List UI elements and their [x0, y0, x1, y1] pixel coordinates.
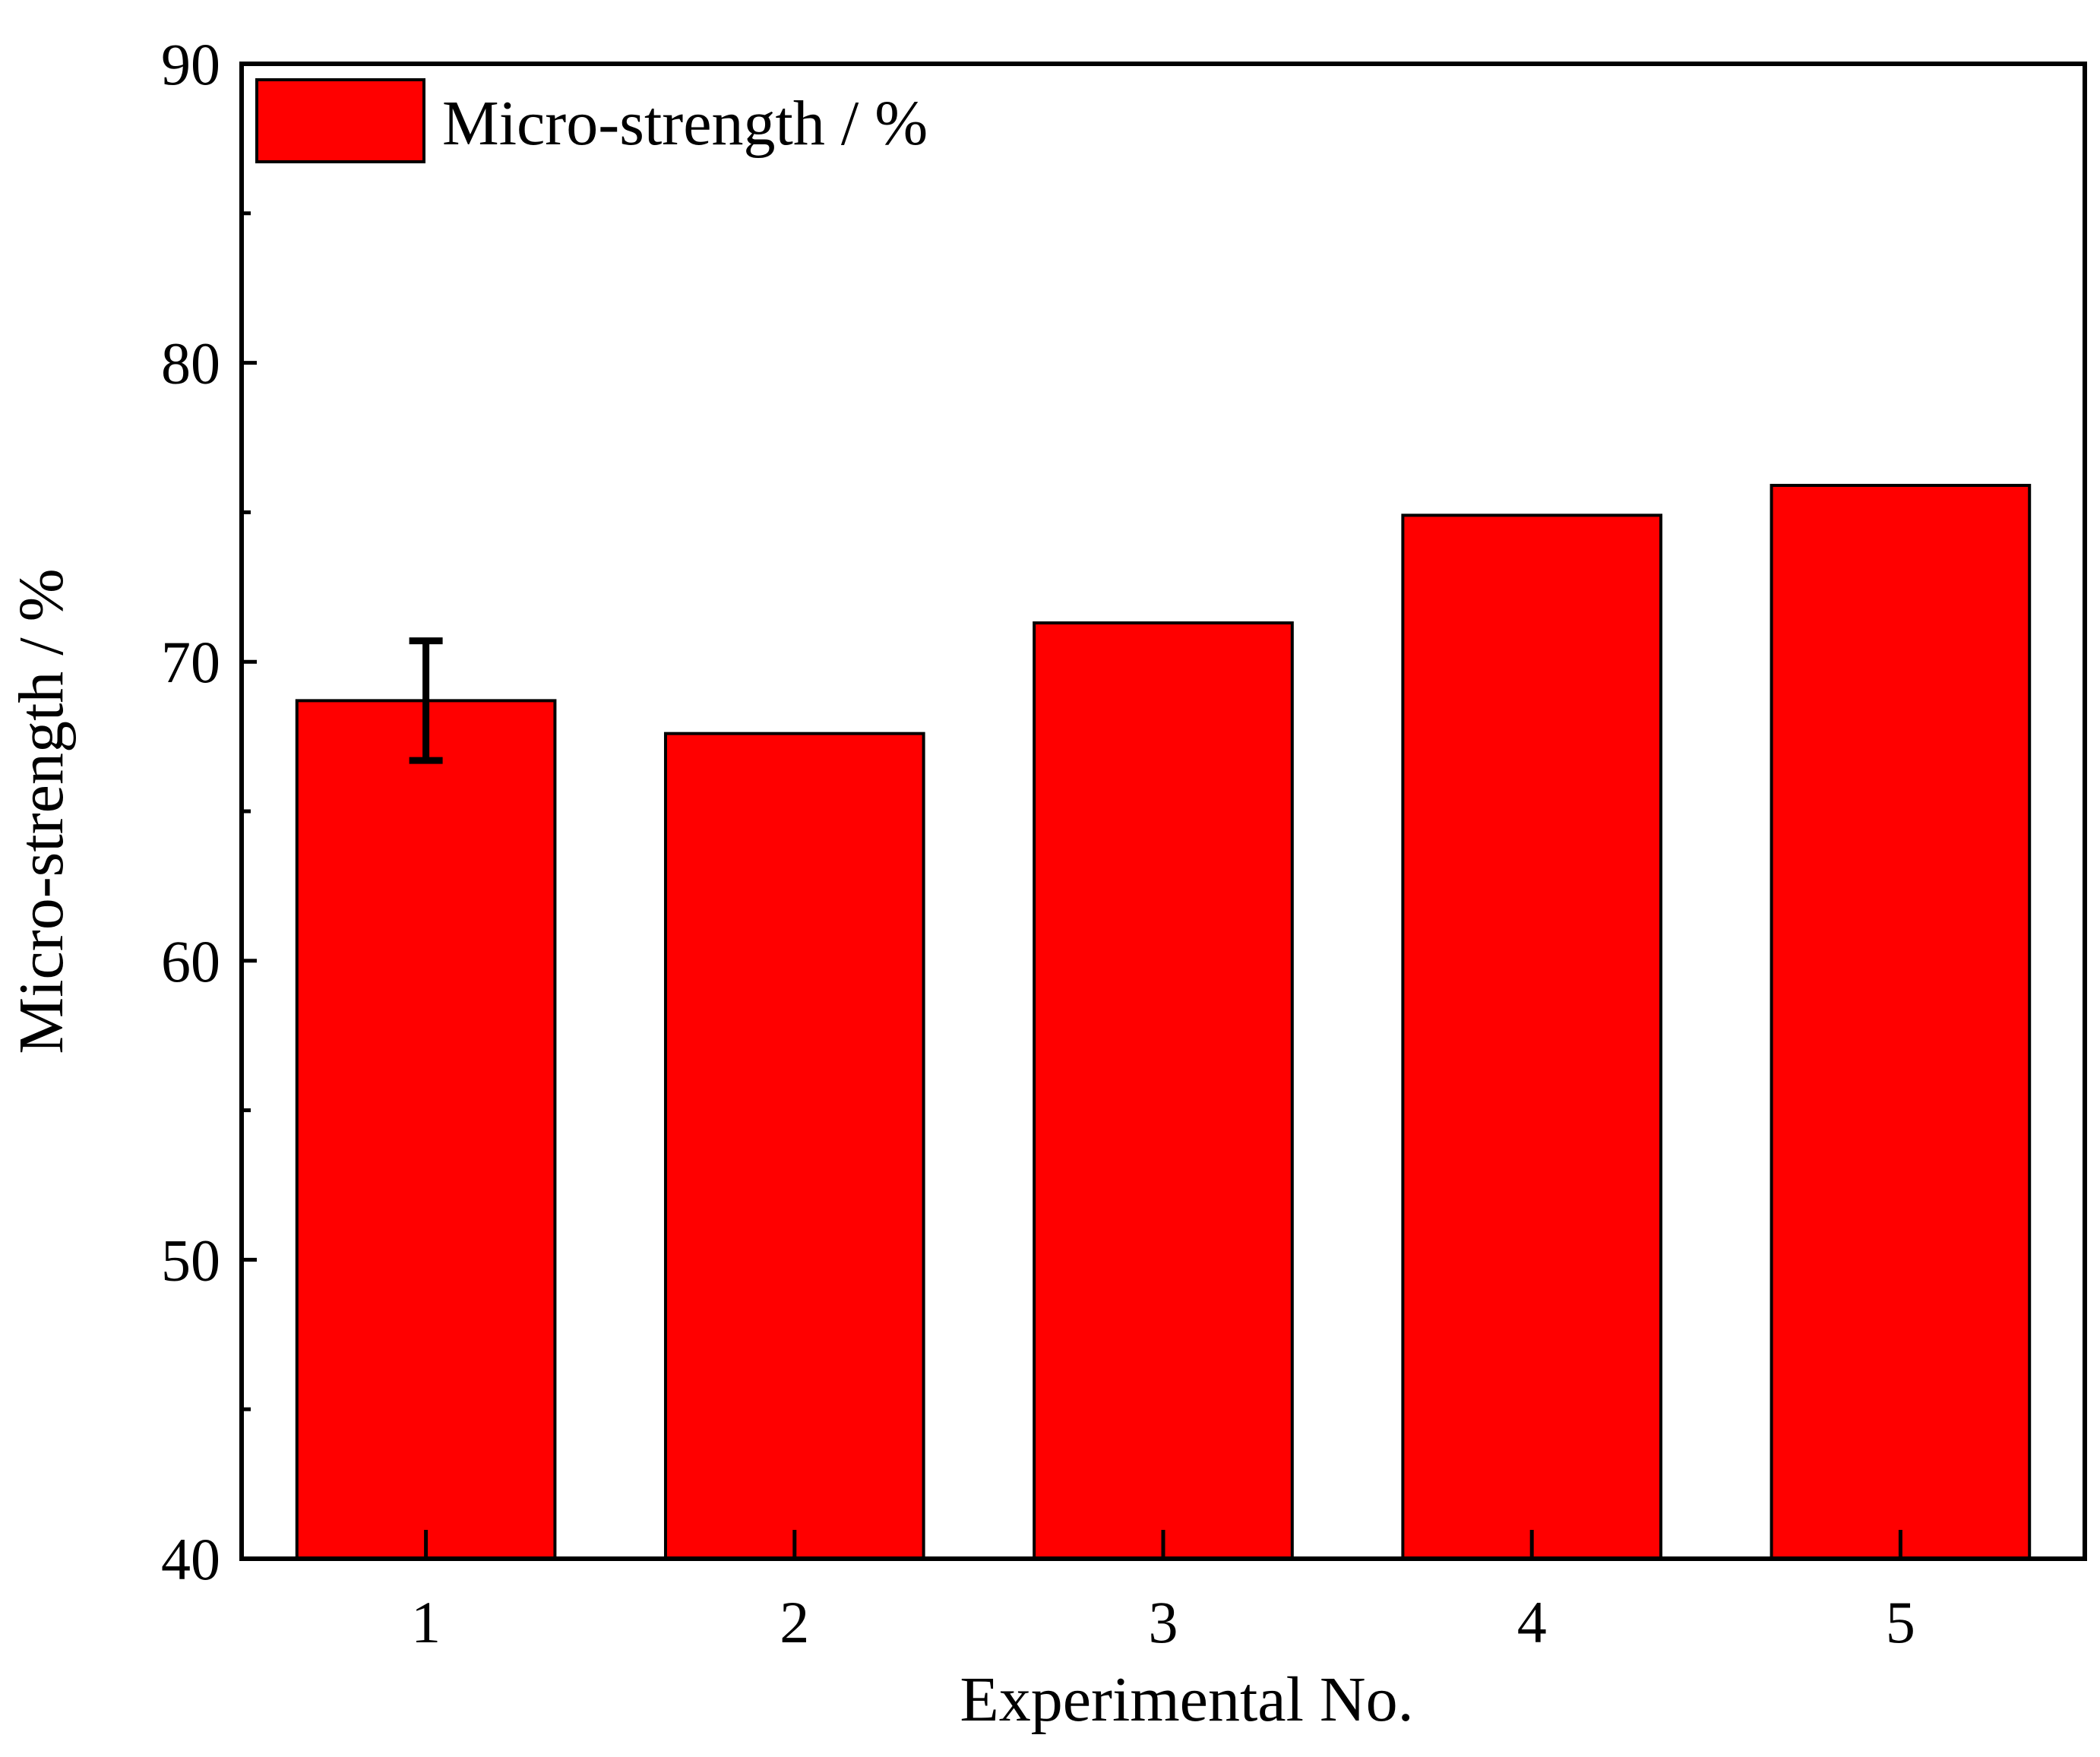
x-tick-label: 5: [1886, 1589, 1915, 1655]
x-tick-label: 4: [1517, 1589, 1547, 1655]
error-bars: [409, 637, 443, 764]
y-tick-label: 60: [161, 928, 220, 994]
x-axis-ticks: 1 2 3 4 5: [411, 1530, 1915, 1655]
bar-1: [295, 699, 557, 1560]
plot-frame: [239, 62, 2087, 1561]
bar-4: [1401, 514, 1663, 1560]
bar-3: [1033, 621, 1294, 1560]
y-tick-label: 90: [161, 31, 220, 97]
x-tick-label: 1: [411, 1589, 441, 1655]
x-tick-label: 2: [780, 1589, 809, 1655]
y-tick-label: 40: [161, 1526, 220, 1592]
y-tick-label: 80: [161, 330, 220, 397]
y-tick-label: 50: [161, 1227, 220, 1293]
error-bar-1: [409, 637, 443, 764]
bar-5: [1770, 483, 2032, 1561]
x-tick-label: 3: [1149, 1589, 1178, 1655]
x-axis-title: Experimental No.: [960, 1664, 1413, 1735]
y-axis-title: Micro-strength / %: [6, 568, 77, 1054]
y-tick-label: 70: [161, 629, 220, 695]
legend-swatch: [255, 78, 425, 163]
bar-2: [663, 732, 925, 1561]
y-axis-ticks: 40 50 60 70 80 90: [161, 31, 257, 1592]
legend: Micro-strength / %: [255, 78, 928, 163]
legend-label: Micro-strength / %: [442, 88, 928, 159]
bar-series: [295, 483, 2032, 1561]
